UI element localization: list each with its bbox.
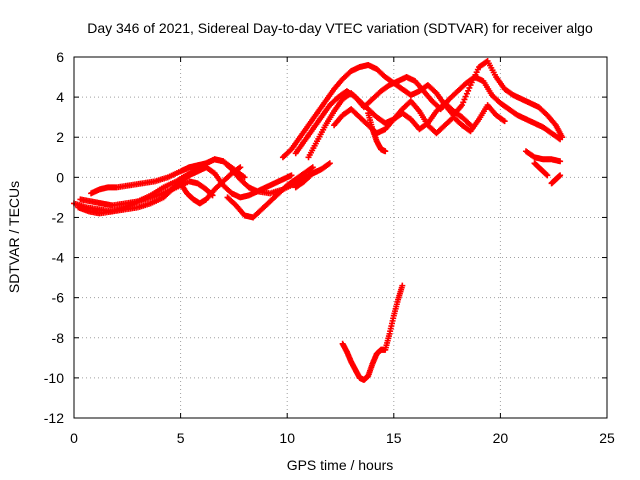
- data-point: [557, 136, 564, 143]
- data-point: [543, 171, 550, 178]
- plot-frame: [73, 56, 608, 419]
- data-point: [557, 172, 564, 179]
- data-point: [241, 174, 248, 181]
- data-point: [501, 118, 508, 125]
- y-tick-label: 4: [56, 89, 64, 105]
- x-tick-label: 15: [386, 430, 402, 446]
- data-point: [544, 172, 551, 179]
- series-track-4: [88, 156, 248, 197]
- x-tick-label: 0: [70, 430, 78, 446]
- x-tick-label: 20: [493, 430, 509, 446]
- y-axis-label: SDTVAR / TECUs: [6, 181, 22, 293]
- series-track-13: [522, 148, 564, 165]
- x-axis-label: GPS time / hours: [287, 457, 394, 473]
- y-tick-label: -4: [52, 250, 65, 266]
- series-track-9: [305, 90, 508, 161]
- y-tick-label: -2: [52, 209, 65, 225]
- series-track-6: [224, 164, 316, 221]
- data-point: [467, 122, 474, 129]
- data-point: [309, 164, 316, 171]
- series-track-15: [548, 172, 564, 187]
- data-point: [288, 172, 295, 179]
- data-point: [326, 160, 333, 167]
- chart-title: Day 346 of 2021, Sidereal Day-to-day VTE…: [87, 20, 593, 36]
- data-point: [237, 164, 244, 171]
- data-point: [557, 158, 564, 165]
- series-track-12: [292, 160, 333, 191]
- series-track-14: [531, 160, 551, 179]
- series-track-11: [365, 110, 389, 155]
- series-track-16: [339, 282, 406, 383]
- y-axis: -12 -10 -8 -6 -4 -2 0 2 4 6: [44, 49, 607, 426]
- data-point: [382, 148, 389, 155]
- series-track-3: [75, 178, 216, 217]
- series-track-5: [177, 164, 244, 207]
- data-points: [71, 58, 566, 383]
- x-axis: 0 5 10 15 20 25: [70, 57, 615, 446]
- y-tick-label: 0: [56, 169, 64, 185]
- x-tick-label: 10: [279, 430, 295, 446]
- y-tick-label: 2: [56, 129, 64, 145]
- data-point: [399, 282, 406, 289]
- y-tick-label: -10: [44, 370, 64, 386]
- x-tick-label: 25: [599, 430, 615, 446]
- y-tick-label: -8: [52, 330, 65, 346]
- x-tick-label: 5: [177, 430, 185, 446]
- y-tick-label: -12: [44, 410, 64, 426]
- y-tick-label: -6: [52, 290, 65, 306]
- y-tick-label: 6: [56, 49, 64, 65]
